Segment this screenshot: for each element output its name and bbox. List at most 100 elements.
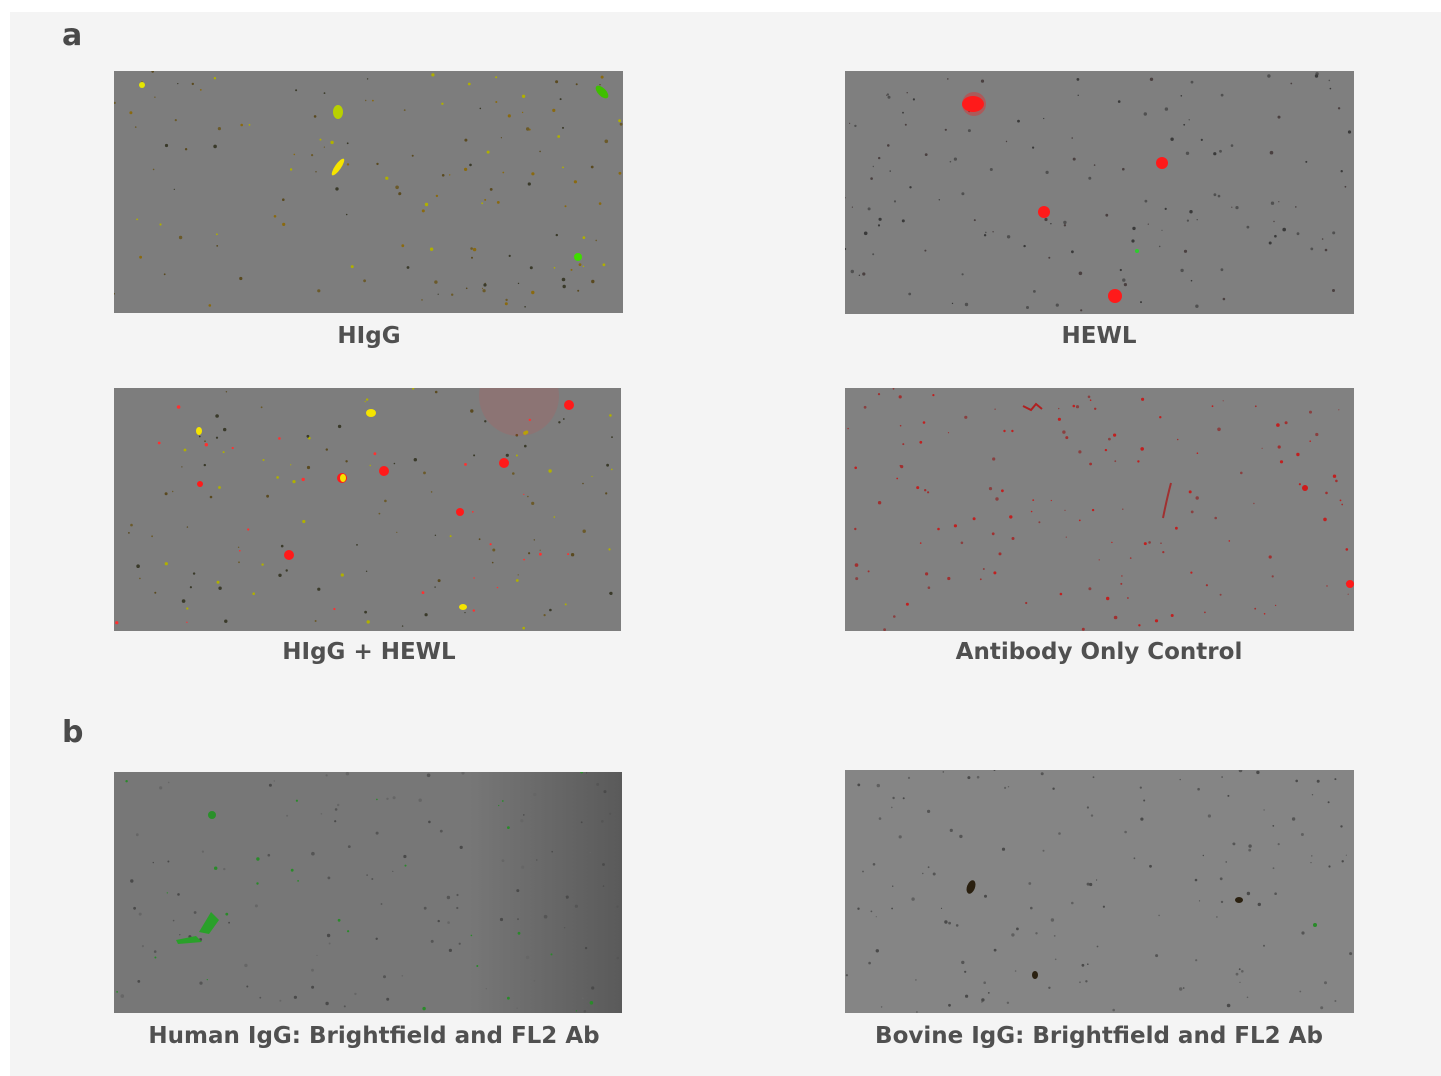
speck: [1035, 932, 1037, 934]
speck: [526, 127, 529, 130]
speck: [1197, 219, 1198, 220]
speck: [502, 800, 504, 802]
speck: [1346, 855, 1347, 856]
speck: [1141, 398, 1144, 401]
speck: [487, 151, 490, 154]
speck: [172, 491, 173, 492]
speck: [1330, 88, 1332, 90]
speck: [601, 76, 604, 79]
speck: [401, 244, 404, 247]
speck: [366, 571, 367, 572]
speck: [846, 974, 848, 976]
speck: [154, 957, 156, 959]
speck: [948, 432, 949, 433]
speck: [1309, 440, 1311, 442]
speck: [852, 207, 853, 208]
speck: [223, 428, 226, 431]
speck: [1026, 306, 1029, 309]
speck: [480, 108, 482, 110]
speck: [533, 793, 536, 796]
speck: [544, 614, 546, 616]
speck: [564, 934, 566, 936]
speck: [1007, 1002, 1009, 1004]
speck: [505, 302, 508, 305]
speck: [1124, 831, 1127, 834]
panel-label: b: [62, 715, 83, 750]
speck: [276, 476, 279, 479]
speck: [950, 829, 953, 832]
speck: [1161, 230, 1162, 231]
speck: [1090, 399, 1092, 401]
speck: [431, 940, 434, 943]
speck: [522, 95, 525, 98]
speck: [1299, 483, 1301, 485]
speck: [419, 799, 422, 802]
speck: [164, 273, 166, 275]
speck: [456, 907, 458, 909]
micrograph: [845, 71, 1354, 314]
speck: [329, 943, 331, 945]
speck: [1137, 460, 1139, 462]
speck: [1158, 915, 1160, 917]
speck: [619, 172, 622, 175]
speck: [386, 798, 388, 800]
speck: [1055, 959, 1057, 961]
speck: [956, 924, 959, 927]
speck: [531, 291, 534, 294]
speck: [492, 549, 495, 552]
speck: [371, 878, 373, 880]
speck: [1315, 74, 1318, 77]
speck: [1272, 825, 1274, 827]
speck: [1088, 587, 1091, 590]
speck: [1276, 423, 1280, 427]
speck: [482, 288, 483, 289]
speck: [530, 266, 533, 269]
speck: [1044, 218, 1047, 221]
speck: [1255, 405, 1257, 407]
speck: [950, 161, 952, 163]
speck: [1199, 900, 1200, 901]
speck: [367, 78, 368, 79]
speck: [1342, 860, 1344, 862]
speck: [209, 304, 212, 307]
speck: [1124, 283, 1127, 286]
speck: [507, 826, 510, 829]
speck: [179, 236, 182, 239]
speck: [1195, 879, 1198, 882]
speck: [925, 572, 928, 575]
speck: [902, 443, 904, 445]
speck: [1223, 298, 1226, 301]
speck: [365, 100, 366, 101]
speck: [1064, 224, 1066, 226]
speck: [294, 154, 296, 156]
speck: [1011, 933, 1014, 936]
speck: [609, 414, 612, 417]
speck: [1264, 613, 1266, 615]
speck: [1071, 137, 1073, 139]
speck: [1332, 231, 1335, 234]
speck: [116, 991, 118, 993]
speck: [518, 932, 521, 935]
speck: [1078, 95, 1079, 96]
speck: [1094, 408, 1096, 410]
speck: [1201, 139, 1203, 141]
speck: [928, 586, 931, 589]
speck: [1046, 171, 1049, 174]
speck: [1089, 463, 1092, 466]
speck: [1272, 575, 1274, 577]
speck: [1008, 786, 1009, 787]
speck: [244, 964, 247, 967]
speck: [1240, 472, 1243, 475]
speck: [980, 578, 982, 580]
speck: [345, 460, 347, 462]
speck: [616, 905, 618, 907]
speck: [534, 539, 535, 540]
speck: [599, 202, 602, 205]
speck: [1052, 788, 1054, 790]
speck: [983, 981, 986, 984]
speck: [441, 103, 443, 105]
speck: [604, 790, 607, 793]
speck: [1103, 906, 1105, 908]
speck: [261, 563, 263, 565]
speck: [1082, 964, 1085, 967]
